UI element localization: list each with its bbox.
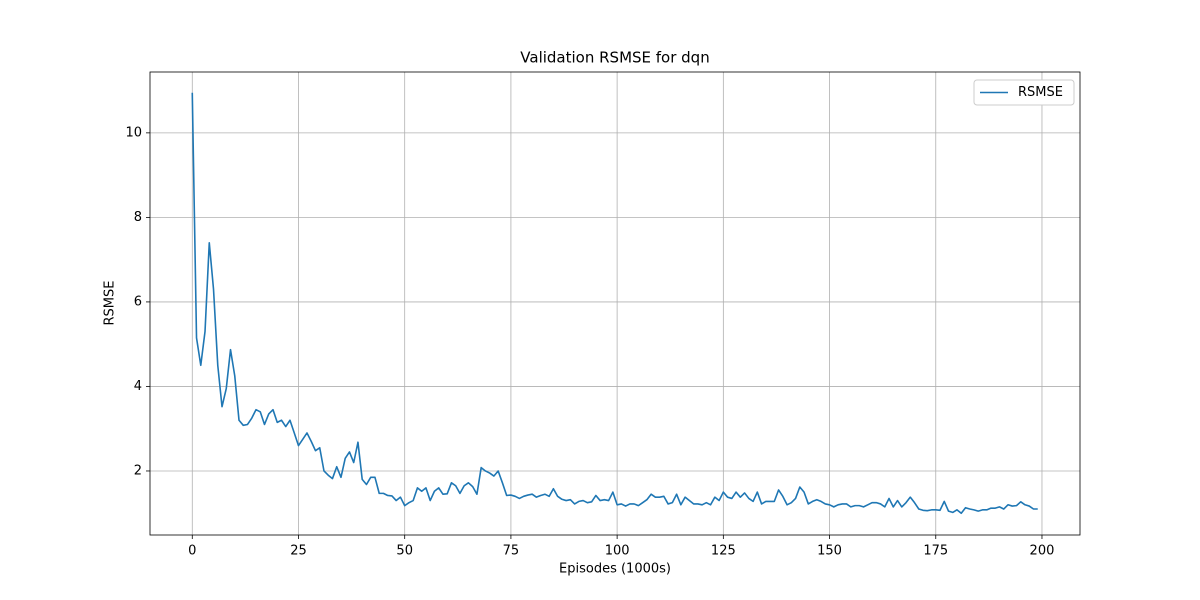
x-tick-label: 125 (711, 544, 736, 559)
chart-title: Validation RSMSE for dqn (520, 49, 709, 67)
plot-frame (149, 71, 1081, 536)
x-tick-label: 200 (1030, 544, 1055, 559)
y-tick-label: 6 (134, 294, 142, 309)
y-tick-label: 10 (125, 125, 142, 140)
y-axis-label: RSMSE (103, 281, 118, 326)
x-tick-label: 50 (396, 544, 413, 559)
x-tick-label: 150 (817, 544, 842, 559)
x-tick-label: 100 (605, 544, 630, 559)
x-axis-label: Episodes (1000s) (559, 562, 671, 577)
x-tick-label: 0 (188, 544, 196, 559)
y-tick-label: 8 (134, 210, 142, 225)
legend-label: RSMSE (1018, 85, 1063, 100)
data-line (191, 92, 1038, 515)
legend-box (973, 79, 1075, 106)
y-tick-label: 2 (134, 463, 142, 478)
y-tick-label: 4 (134, 379, 142, 394)
x-tick-label: 175 (923, 544, 948, 559)
x-tick-label: 75 (503, 544, 520, 559)
x-tick-label: 25 (290, 544, 307, 559)
